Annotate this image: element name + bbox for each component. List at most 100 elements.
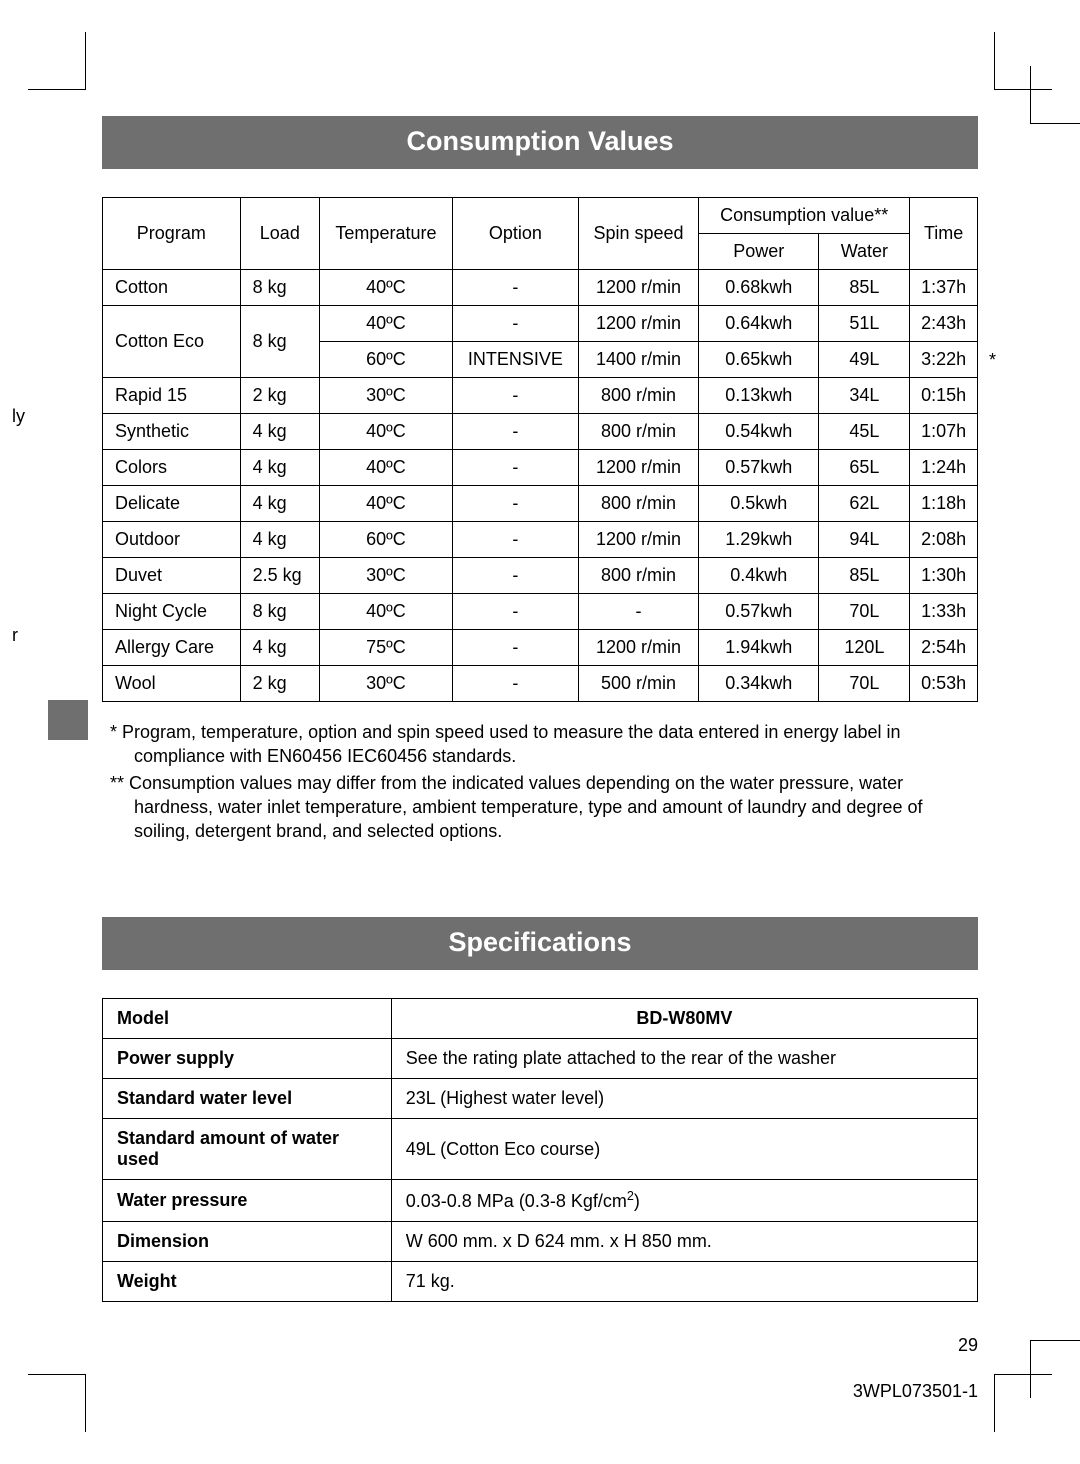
cell-load: 4 kg	[240, 414, 319, 450]
cell-load: 4 kg	[240, 486, 319, 522]
cell-time: 1:33h	[910, 594, 978, 630]
spec-label: Standard amount of water used	[103, 1119, 392, 1180]
cell-load: 8 kg	[240, 270, 319, 306]
cell-spin-speed: 1200 r/min	[578, 306, 698, 342]
table-row: Outdoor4 kg60ºC-1200 r/min1.29kwh94L2:08…	[103, 522, 978, 558]
cell-program: Duvet	[103, 558, 241, 594]
footnote-1: * Program, temperature, option and spin …	[106, 720, 978, 769]
cell-water: 70L	[819, 594, 910, 630]
cell-option: -	[452, 630, 578, 666]
cell-power: 1.94kwh	[699, 630, 819, 666]
col-power: Power	[699, 234, 819, 270]
table-row: Colors4 kg40ºC-1200 r/min0.57kwh65L1:24h	[103, 450, 978, 486]
cell-spin-speed: 500 r/min	[578, 666, 698, 702]
cell-load: 2.5 kg	[240, 558, 319, 594]
spec-label: Weight	[103, 1262, 392, 1302]
spec-value: W 600 mm. x D 624 mm. x H 850 mm.	[391, 1222, 977, 1262]
cell-program: Cotton	[103, 270, 241, 306]
cell-spin-speed: 1200 r/min	[578, 450, 698, 486]
cell-time: 0:53h	[910, 666, 978, 702]
cell-water: 45L	[819, 414, 910, 450]
cell-power: 0.34kwh	[699, 666, 819, 702]
cell-time: 1:07h	[910, 414, 978, 450]
cell-option: -	[452, 306, 578, 342]
cell-option: -	[452, 378, 578, 414]
table-row: Delicate4 kg40ºC-800 r/min0.5kwh62L1:18h	[103, 486, 978, 522]
cell-time: 1:30h	[910, 558, 978, 594]
cell-water: 51L	[819, 306, 910, 342]
cell-power: 0.64kwh	[699, 306, 819, 342]
section-header-specifications: Specifications	[102, 917, 978, 970]
col-consumption-value: Consumption value**	[699, 198, 910, 234]
cell-program: Wool	[103, 666, 241, 702]
cell-option: -	[452, 450, 578, 486]
spec-value: 49L (Cotton Eco course)	[391, 1119, 977, 1180]
cell-load: 4 kg	[240, 522, 319, 558]
cell-time: 2:43h	[910, 306, 978, 342]
spec-value: 71 kg.	[391, 1262, 977, 1302]
col-time: Time	[910, 198, 978, 270]
cell-option: -	[452, 270, 578, 306]
cell-water: 94L	[819, 522, 910, 558]
cell-temperature: 75ºC	[319, 630, 452, 666]
cell-time: 1:18h	[910, 486, 978, 522]
cell-power: 1.29kwh	[699, 522, 819, 558]
cell-spin-speed: 800 r/min	[578, 378, 698, 414]
table-row: Rapid 152 kg30ºC-800 r/min0.13kwh34L0:15…	[103, 378, 978, 414]
side-cut-text: r	[12, 625, 18, 646]
cell-load: 4 kg	[240, 630, 319, 666]
table-row: Water pressure0.03-0.8 MPa (0.3-8 Kgf/cm…	[103, 1180, 978, 1222]
col-load: Load	[240, 198, 319, 270]
spec-value: See the rating plate attached to the rea…	[391, 1039, 977, 1079]
cell-time: 2:54h	[910, 630, 978, 666]
cell-option: -	[452, 414, 578, 450]
cell-time: 1:24h	[910, 450, 978, 486]
cell-load: 8 kg	[240, 306, 319, 378]
spec-label: Standard water level	[103, 1079, 392, 1119]
cell-program: Night Cycle	[103, 594, 241, 630]
footnote-2: ** Consumption values may differ from th…	[106, 771, 978, 844]
consumption-table: Program Load Temperature Option Spin spe…	[102, 197, 978, 702]
side-tab	[48, 700, 88, 740]
cell-program: Allergy Care	[103, 630, 241, 666]
cell-spin-speed: 1200 r/min	[578, 630, 698, 666]
cell-water: 34L	[819, 378, 910, 414]
cell-water: 62L	[819, 486, 910, 522]
cell-program: Outdoor	[103, 522, 241, 558]
table-row: Night Cycle8 kg40ºC--0.57kwh70L1:33h	[103, 594, 978, 630]
cell-power: 0.13kwh	[699, 378, 819, 414]
cell-spin-speed: -	[578, 594, 698, 630]
cell-water: 65L	[819, 450, 910, 486]
cell-temperature: 40ºC	[319, 414, 452, 450]
cell-power: 0.54kwh	[699, 414, 819, 450]
cell-temperature: 40ºC	[319, 594, 452, 630]
cell-temperature: 30ºC	[319, 558, 452, 594]
document-code: 3WPL073501-1	[853, 1381, 978, 1402]
page-content: Consumption Values Program Load Temperat…	[102, 116, 978, 1302]
cell-temperature: 30ºC	[319, 378, 452, 414]
cell-option: -	[452, 666, 578, 702]
cell-option: -	[452, 522, 578, 558]
table-row: Standard amount of water used49L (Cotton…	[103, 1119, 978, 1180]
cell-power: 0.68kwh	[699, 270, 819, 306]
table-row: Allergy Care4 kg75ºC-1200 r/min1.94kwh12…	[103, 630, 978, 666]
cell-temperature: 30ºC	[319, 666, 452, 702]
crop-mark	[1030, 66, 1080, 124]
cell-time: 2:08h	[910, 522, 978, 558]
cell-water: 70L	[819, 666, 910, 702]
cell-spin-speed: 1200 r/min	[578, 270, 698, 306]
crop-mark	[28, 1374, 86, 1432]
cell-program: Cotton Eco	[103, 306, 241, 378]
crop-mark	[1030, 1340, 1080, 1398]
spec-label: Water pressure	[103, 1180, 392, 1222]
cell-program: Colors	[103, 450, 241, 486]
cell-spin-speed: 800 r/min	[578, 558, 698, 594]
cell-water: 120L	[819, 630, 910, 666]
cell-load: 8 kg	[240, 594, 319, 630]
table-row: Standard water level23L (Highest water l…	[103, 1079, 978, 1119]
cell-load: 2 kg	[240, 666, 319, 702]
section-header-consumption: Consumption Values	[102, 116, 978, 169]
cell-program: Rapid 15	[103, 378, 241, 414]
cell-time: 0:15h	[910, 378, 978, 414]
specifications-table: ModelBD-W80MVPower supplySee the rating …	[102, 998, 978, 1302]
